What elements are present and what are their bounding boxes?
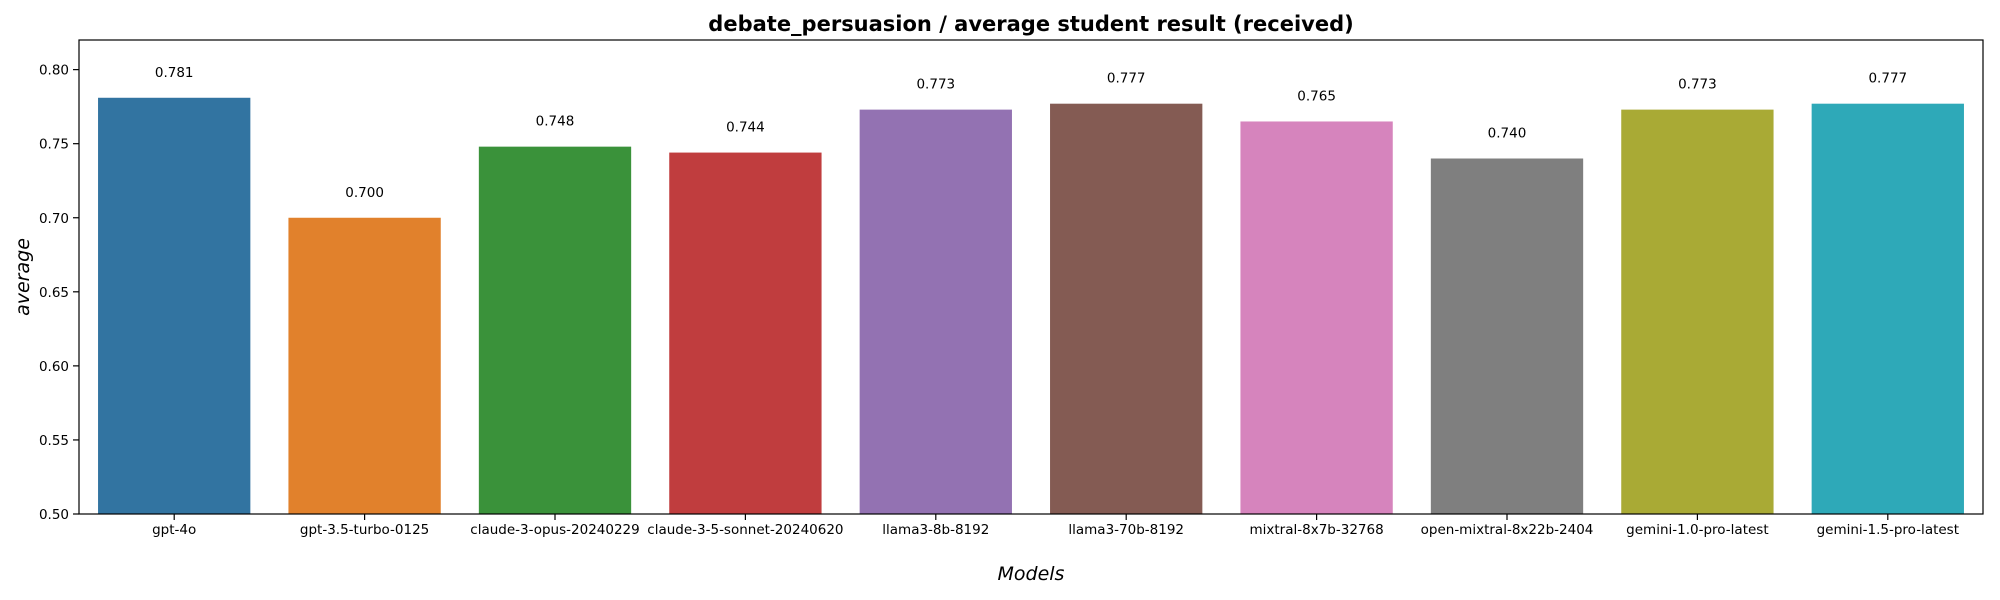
bar-value-label: 0.748 — [536, 114, 575, 130]
x-tick-label: llama3-70b-8192 — [1068, 522, 1184, 538]
bar — [669, 152, 822, 514]
y-tick-label: 0.65 — [39, 285, 69, 301]
x-axis: gpt-4o gpt-3.5-turbo-0125 claude-3-opus-20… — [152, 514, 1959, 538]
y-tick-label: 0.70 — [39, 211, 69, 227]
bar — [1811, 103, 1964, 514]
y-axis-label: average — [12, 238, 34, 316]
x-tick-label: gpt-3.5-turbo-0125 — [300, 522, 429, 538]
bar-value-label: 0.773 — [916, 77, 955, 93]
y-tick-label: 0.55 — [39, 433, 69, 449]
x-tick-label: llama3-8b-8192 — [882, 522, 989, 538]
x-tick-label: claude-3-5-sonnet-20240620 — [647, 522, 843, 538]
x-axis-label: Models — [998, 563, 1065, 585]
plot-frame — [78, 39, 1984, 515]
x-tick-label: gemini-1.0-pro-latest — [1626, 522, 1768, 538]
bar-value-label: 0.765 — [1297, 88, 1336, 104]
x-tick-label: gemini-1.5-pro-latest — [1817, 522, 1959, 538]
bar — [859, 109, 1012, 515]
bar-value-label: 0.744 — [726, 120, 765, 136]
bar — [1240, 121, 1393, 514]
bar-value-label: 0.777 — [1868, 71, 1907, 87]
bar — [288, 217, 441, 514]
x-tick-label: gpt-4o — [152, 522, 196, 538]
bar-value-label: 0.700 — [345, 185, 384, 201]
bar-value-label: 0.740 — [1488, 126, 1527, 142]
chart-title: debate_persuasion / average student resu… — [708, 12, 1353, 36]
y-axis: 0.50 0.55 0.60 0.65 0.70 0.75 0.80 — [39, 63, 79, 523]
y-tick-label: 0.50 — [39, 507, 69, 523]
y-tick-label: 0.80 — [39, 63, 69, 79]
bars — [98, 97, 1964, 515]
bar — [1430, 158, 1584, 514]
bar — [478, 146, 632, 514]
bar-value-label: 0.777 — [1107, 71, 1146, 87]
bar-value-label: 0.781 — [155, 65, 194, 81]
y-tick-label: 0.75 — [39, 137, 69, 153]
bar — [1621, 109, 1774, 515]
y-tick-label: 0.60 — [39, 359, 69, 375]
x-tick-label: open-mixtral-8x22b-2404 — [1421, 522, 1594, 538]
bar-value-label: 0.773 — [1678, 77, 1717, 93]
data-labels: 0.781 0.700 0.748 0.744 0.773 0.777 0.765 0.740… — [155, 65, 1907, 201]
x-tick-label: claude-3-opus-20240229 — [470, 522, 639, 538]
x-tick-label: mixtral-8x7b-32768 — [1250, 522, 1384, 538]
bar — [1050, 103, 1203, 514]
bar — [98, 97, 251, 515]
